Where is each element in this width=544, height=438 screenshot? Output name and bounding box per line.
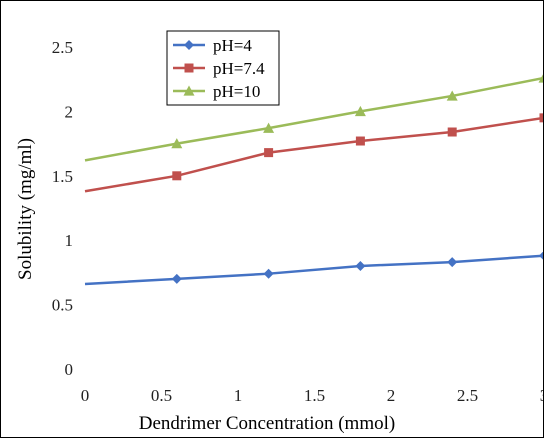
data-point (447, 127, 457, 137)
series-2 (84, 113, 543, 193)
legend-entry: pH=7.4 (173, 59, 265, 78)
data-point (355, 260, 366, 271)
data-point (446, 90, 458, 101)
data-point (354, 105, 366, 117)
data-point (171, 138, 183, 149)
legend-marker (183, 85, 195, 96)
x-tick-label: 3 (540, 386, 543, 405)
legend: pH=4 pH=7.4 pH=10 (166, 30, 280, 106)
x-tick-label: 1.5 (304, 386, 325, 405)
data-point (171, 273, 182, 284)
data-point (539, 251, 543, 260)
data-point (172, 171, 182, 181)
legend-marker (184, 40, 194, 50)
legend-marker (184, 63, 194, 73)
legend-label: pH=7.4 (213, 59, 265, 78)
series-line (84, 76, 543, 162)
x-tick-label: 2 (387, 386, 396, 405)
data-point (539, 113, 543, 123)
data-point (263, 268, 274, 279)
y-tick-label: 0 (65, 360, 74, 379)
series-line (84, 254, 543, 286)
y-tick-label: 1.5 (52, 167, 73, 186)
data-point (538, 74, 543, 83)
x-tick-label: 1 (234, 386, 243, 405)
y-tick-label: 2 (65, 102, 74, 121)
data-point (355, 136, 365, 146)
x-axis-title: Dendrimer Concentration (mmol) (139, 413, 395, 434)
legend-label: pH=4 (213, 36, 252, 55)
series-layer (84, 74, 543, 286)
data-point (447, 257, 458, 268)
data-point (264, 148, 274, 158)
legend-entry: pH=10 (173, 82, 260, 101)
series-line (84, 116, 543, 193)
x-tick-label: 0 (81, 386, 90, 405)
y-axis-title: Solubility (mg/ml) (15, 138, 36, 280)
legend-label: pH=10 (213, 82, 260, 101)
y-tick-label: 0.5 (52, 296, 73, 315)
data-point (263, 122, 275, 133)
series-1 (84, 251, 543, 286)
x-tick-label: 2.5 (457, 386, 478, 405)
axes: 0 0.5 1 1.5 2 2.5 0 0.5 1 1.5 2 2.5 3 (52, 38, 543, 405)
legend-entry: pH=4 (173, 36, 252, 55)
y-tick-label: 1 (65, 231, 74, 250)
y-tick-label: 2.5 (52, 38, 73, 57)
x-tick-label: 0.5 (151, 386, 172, 405)
series-3 (84, 74, 543, 162)
